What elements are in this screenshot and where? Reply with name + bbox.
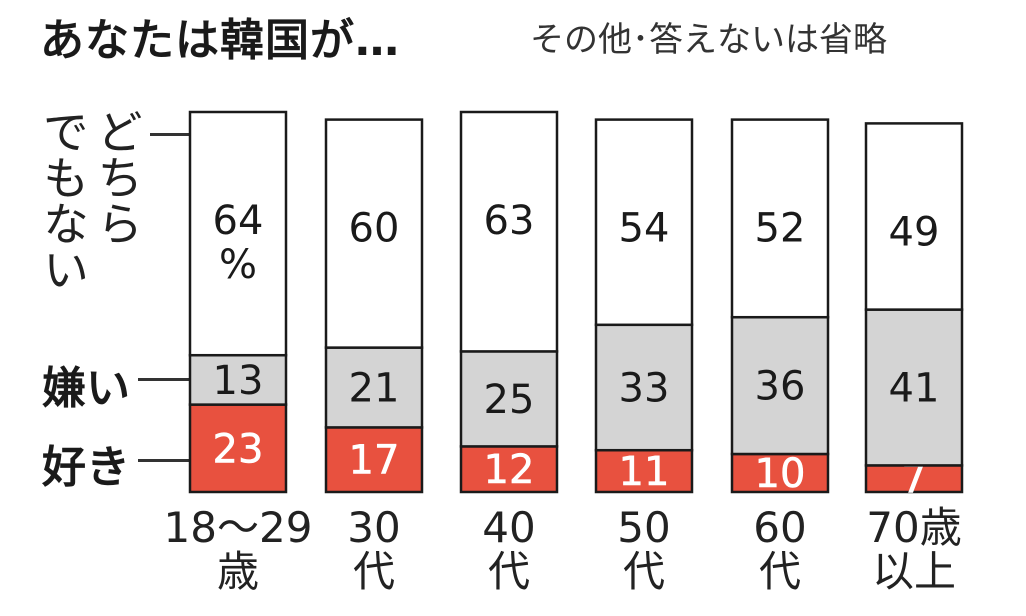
bar-segment-dislike-5: [864, 308, 964, 467]
value-label-dislike-3: 33: [619, 366, 670, 412]
bar-segment-dislike-3: [594, 323, 694, 452]
bar-segment-neither-2: [459, 110, 559, 353]
value-label-like-0: 23: [213, 426, 264, 472]
value-label-dislike-2: 25: [484, 377, 535, 423]
value-label-dislike-4: 36: [755, 364, 806, 410]
category-label-1: 30 代: [347, 503, 401, 596]
legend-like-leader: [138, 459, 192, 462]
bar-segment-dislike-4: [730, 315, 830, 456]
value-label-like-4: 10: [755, 451, 806, 497]
category-label-4: 60 代: [753, 503, 807, 596]
bar-segment-neither-5: [864, 122, 964, 311]
percent-sign: %: [219, 242, 257, 288]
bar-segment-neither-1: [324, 118, 424, 349]
category-label-2: 40 代: [482, 503, 536, 596]
legend-neither-line1: どちら: [90, 108, 144, 246]
category-label-3: 50 代: [617, 503, 671, 596]
legend-dislike-leader: [138, 378, 192, 381]
bar-segment-like-5: [864, 464, 964, 494]
legend-neither-leader: [150, 133, 192, 136]
value-label-neither-3: 54: [619, 206, 670, 252]
category-label-5: 70歳 以上: [866, 503, 962, 596]
value-label-neither-0: 64: [213, 198, 264, 244]
value-label-dislike-0: 13: [213, 358, 264, 404]
value-label-neither-5: 49: [889, 209, 940, 255]
value-label-like-1: 17: [349, 438, 400, 484]
chart-title: あなたは韓国が…: [40, 15, 400, 66]
value-label-like-2: 12: [484, 447, 535, 493]
bar-segment-dislike-2: [459, 350, 559, 448]
value-label-dislike-1: 21: [349, 366, 400, 412]
bar-segment-like-2: [459, 445, 559, 494]
value-label-neither-1: 60: [349, 206, 400, 252]
bar-segment-neither-0: [188, 110, 288, 357]
category-label-0: 18～29 歳: [163, 503, 313, 596]
value-label-dislike-5: 41: [889, 366, 940, 412]
bar-segment-neither-4: [730, 118, 830, 319]
chart-subtitle: その他･答えないは省略: [530, 20, 887, 60]
bar-segment-like-3: [594, 448, 694, 494]
bar-segment-dislike-0: [188, 353, 288, 406]
legend-dislike-label: 嫌い: [42, 363, 130, 414]
bar-segment-like-1: [324, 426, 424, 494]
value-label-like-3: 11: [619, 449, 670, 495]
bar-segment-neither-3: [594, 118, 694, 327]
value-label-neither-4: 52: [755, 206, 806, 252]
legend-like-label: 好き: [42, 442, 130, 493]
value-label-neither-2: 63: [484, 198, 535, 244]
legend-neither-line2: でもない: [36, 108, 90, 292]
